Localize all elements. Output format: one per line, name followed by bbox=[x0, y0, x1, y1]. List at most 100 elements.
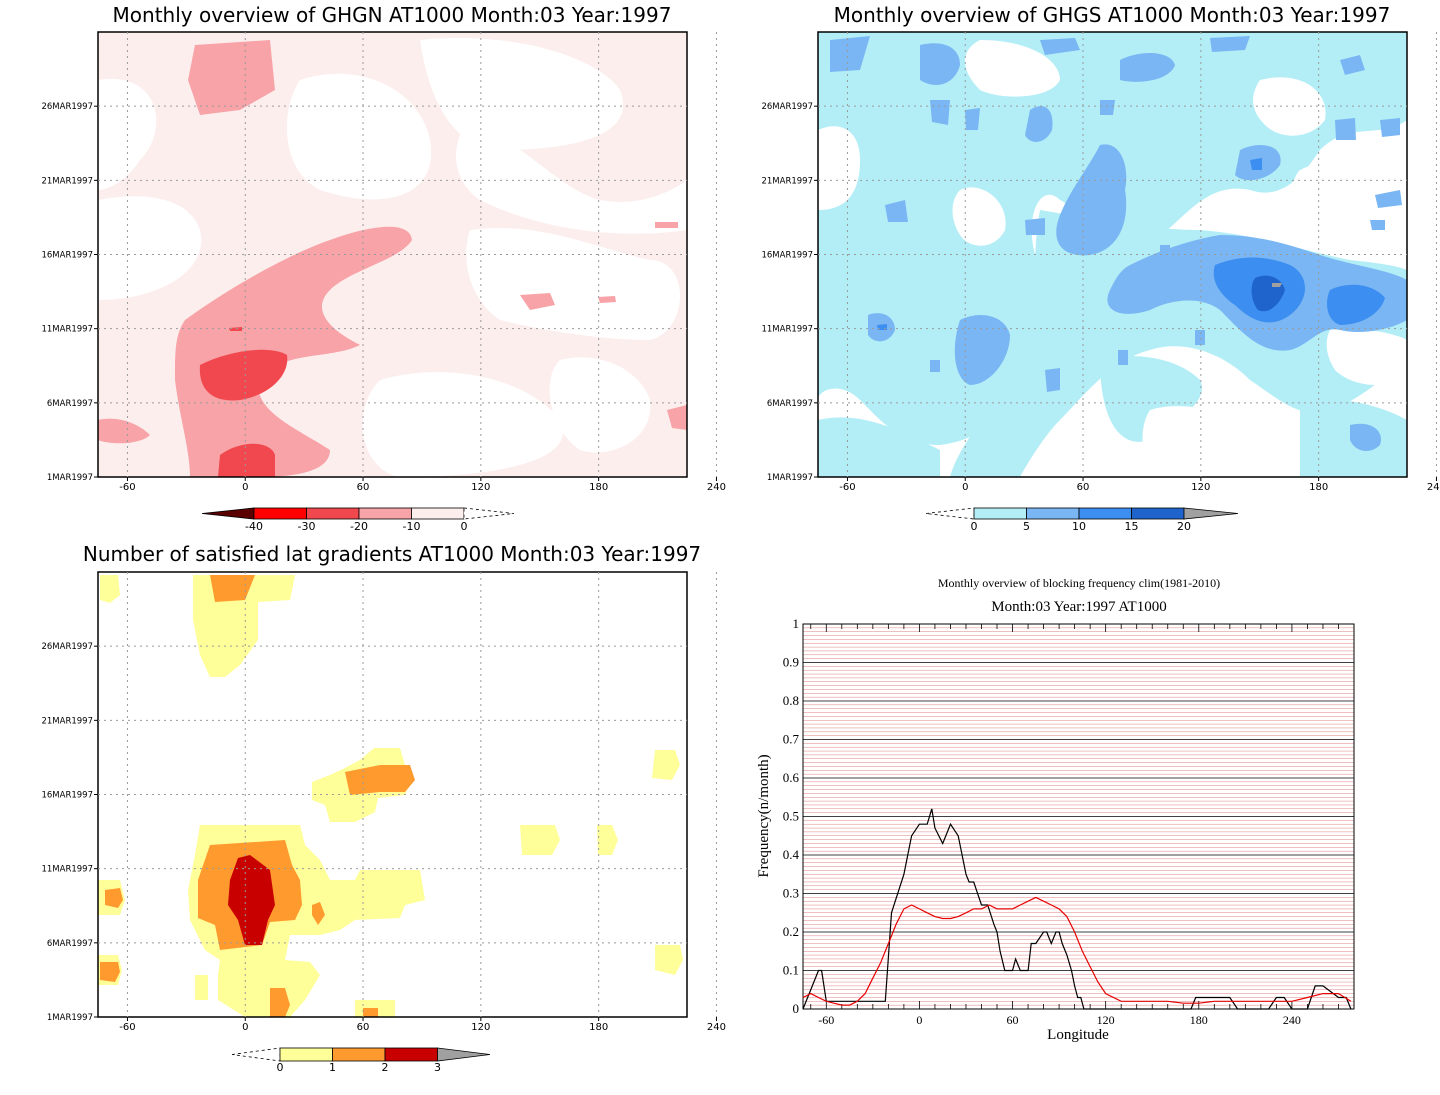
ghgn-title: Monthly overview of GHGN AT1000 Month:03… bbox=[113, 3, 672, 27]
x-tick-label: 240 bbox=[1283, 1013, 1301, 1027]
x-tick-label: 60 bbox=[1007, 1013, 1019, 1027]
x-tick-label: 0 bbox=[916, 1013, 922, 1027]
colorbar-label: 5 bbox=[1023, 520, 1030, 533]
colorbar-swatch bbox=[358, 507, 412, 520]
x-tick-label: 120 bbox=[1097, 1013, 1115, 1027]
y-tick-label: 1MAR1997 bbox=[47, 1013, 93, 1023]
line-chart-xlabel: Longitude bbox=[1047, 1027, 1109, 1043]
y-tick-label: 1MAR1997 bbox=[47, 473, 93, 483]
x-tick-label: 120 bbox=[471, 1022, 490, 1033]
y-tick-label: 6MAR1997 bbox=[767, 399, 813, 409]
x-tick-label: 0 bbox=[242, 482, 248, 493]
plot-frame bbox=[802, 623, 1355, 1010]
lat-grid bbox=[94, 572, 717, 1021]
y-tick-label: 21MAR1997 bbox=[41, 716, 93, 726]
colorbar-label: -10 bbox=[403, 520, 421, 533]
colorbar-triangle-high bbox=[463, 507, 515, 520]
y-tick-label: 11MAR1997 bbox=[41, 325, 93, 335]
colorbar-label: -30 bbox=[298, 520, 316, 533]
ghgn-ytick-labels: 1MAR1997 6MAR1997 11MAR1997 16MAR1997 21MAR1… bbox=[41, 102, 93, 483]
colorbar-swatch bbox=[332, 1047, 386, 1062]
colorbar-label: 1 bbox=[329, 1061, 336, 1074]
y-tick-label: 11MAR1997 bbox=[41, 865, 93, 875]
colorbar-label: 3 bbox=[434, 1061, 441, 1074]
x-tick-label: -60 bbox=[839, 482, 855, 493]
colorbar-triangle-low bbox=[231, 1047, 281, 1062]
ghgs-xtick-labels: -60 0 60 120 180 240 bbox=[839, 482, 1440, 493]
colorbar-swatch bbox=[279, 1047, 333, 1062]
ghgn-panel: Monthly overview of GHGN AT1000 Month:03… bbox=[41, 3, 726, 533]
colorbar-triangle-low bbox=[925, 507, 975, 520]
colorbar-swatch bbox=[1131, 507, 1185, 520]
blocking-frequency-chart: Monthly overview of blocking frequency c… bbox=[756, 576, 1355, 1043]
ghgn-xtick-labels: -60 0 60 120 180 240 bbox=[119, 482, 726, 493]
y-tick-label: 0.3 bbox=[783, 886, 799, 901]
colorbar-label: -20 bbox=[350, 520, 368, 533]
x-tick-label: 180 bbox=[1309, 482, 1328, 493]
x-tick-label: 120 bbox=[471, 482, 490, 493]
y-tick-label: 0.4 bbox=[783, 847, 800, 862]
series-line-1 bbox=[802, 896, 1352, 1006]
x-tick-label: 180 bbox=[1190, 1013, 1208, 1027]
colorbar-label: 10 bbox=[1072, 520, 1086, 533]
colorbar-triangle-high bbox=[437, 1047, 491, 1062]
y-tick-label: 21MAR1997 bbox=[41, 176, 93, 186]
y-tick-label: 16MAR1997 bbox=[41, 251, 93, 261]
ghgs-grid bbox=[814, 32, 1437, 481]
y-tick-label: 0.1 bbox=[783, 963, 799, 978]
y-tick-label: 21MAR1997 bbox=[761, 176, 813, 186]
ghgs-title: Monthly overview of GHGS AT1000 Month:03… bbox=[834, 3, 1391, 27]
y-tick-label: 0.6 bbox=[783, 770, 800, 785]
y-tick-label: 0.2 bbox=[783, 924, 799, 939]
colorbar-swatch bbox=[1078, 507, 1132, 520]
y-tick-label: 26MAR1997 bbox=[41, 642, 93, 652]
line-chart-ylabel: Frequency(n/month) bbox=[756, 754, 772, 877]
x-tick-label: -60 bbox=[119, 482, 135, 493]
colorbar-swatch bbox=[306, 507, 360, 520]
ghgs-ytick-labels: 1MAR1997 6MAR1997 11MAR1997 16MAR1997 21MAR1… bbox=[761, 102, 813, 483]
colorbar-label: 2 bbox=[382, 1061, 389, 1074]
lat-panel: Number of satisfied lat gradients AT1000… bbox=[41, 542, 726, 1074]
y-tick-label: 16MAR1997 bbox=[761, 251, 813, 261]
lat-xtick-labels: -60 0 60 120 180 240 bbox=[119, 1022, 726, 1033]
y-tick-label: 0.5 bbox=[783, 809, 799, 824]
x-tick-label: -60 bbox=[119, 1022, 135, 1033]
x-tick-label: 120 bbox=[1191, 482, 1210, 493]
line-chart-subtitle: Month:03 Year:1997 AT1000 bbox=[991, 599, 1166, 615]
ghgs-panel: Monthly overview of GHGS AT1000 Month:03… bbox=[761, 3, 1440, 533]
lat-title: Number of satisfied lat gradients AT1000… bbox=[83, 542, 701, 566]
lat-ytick-labels: 1MAR1997 6MAR1997 11MAR1997 16MAR1997 21MAR1… bbox=[41, 642, 93, 1023]
colorbar-triangle-high bbox=[1183, 507, 1239, 520]
x-tick-label: 240 bbox=[707, 1022, 726, 1033]
colorbar-triangle-low bbox=[201, 507, 255, 520]
x-tick-label: 0 bbox=[242, 1022, 248, 1033]
y-tick-label: 26MAR1997 bbox=[761, 102, 813, 112]
colorbar-label: 20 bbox=[1177, 520, 1191, 533]
y-tick-label: 6MAR1997 bbox=[47, 939, 93, 949]
colorbar-label: 0 bbox=[971, 520, 978, 533]
x-tick-label: 60 bbox=[357, 482, 370, 493]
colorbar-swatch bbox=[411, 507, 465, 520]
y-tick-label: 16MAR1997 bbox=[41, 791, 93, 801]
x-tick-label: -60 bbox=[818, 1013, 834, 1027]
colorbar-label: 0 bbox=[461, 520, 468, 533]
y-tick-label: 1MAR1997 bbox=[767, 473, 813, 483]
y-tick-label: 0.9 bbox=[783, 655, 799, 670]
ghgn-grid bbox=[94, 32, 717, 481]
colorbar-label: 15 bbox=[1125, 520, 1139, 533]
y-tick-label: 1 bbox=[793, 616, 800, 631]
ghgs-colorbar: 0 5 10 15 20 bbox=[925, 507, 1239, 533]
colorbar-swatch bbox=[253, 507, 307, 520]
x-tick-label: 0 bbox=[962, 482, 968, 493]
colorbar-label: 0 bbox=[277, 1061, 284, 1074]
series-line-0 bbox=[802, 808, 1352, 1010]
y-tick-label: 0.7 bbox=[783, 732, 800, 747]
colorbar-swatch bbox=[973, 507, 1027, 520]
line-chart-title: Monthly overview of blocking frequency c… bbox=[938, 576, 1220, 590]
line-chart-plot: -60 0 60 120 180 240 0 0.1 0.2 0.3 0.4 0.5 0.6 0.7 0.8… bbox=[783, 616, 1355, 1027]
colorbar-swatch bbox=[1026, 507, 1080, 520]
x-tick-label: 180 bbox=[589, 1022, 608, 1033]
lat-colorbar: 0 1 2 3 bbox=[231, 1047, 491, 1074]
